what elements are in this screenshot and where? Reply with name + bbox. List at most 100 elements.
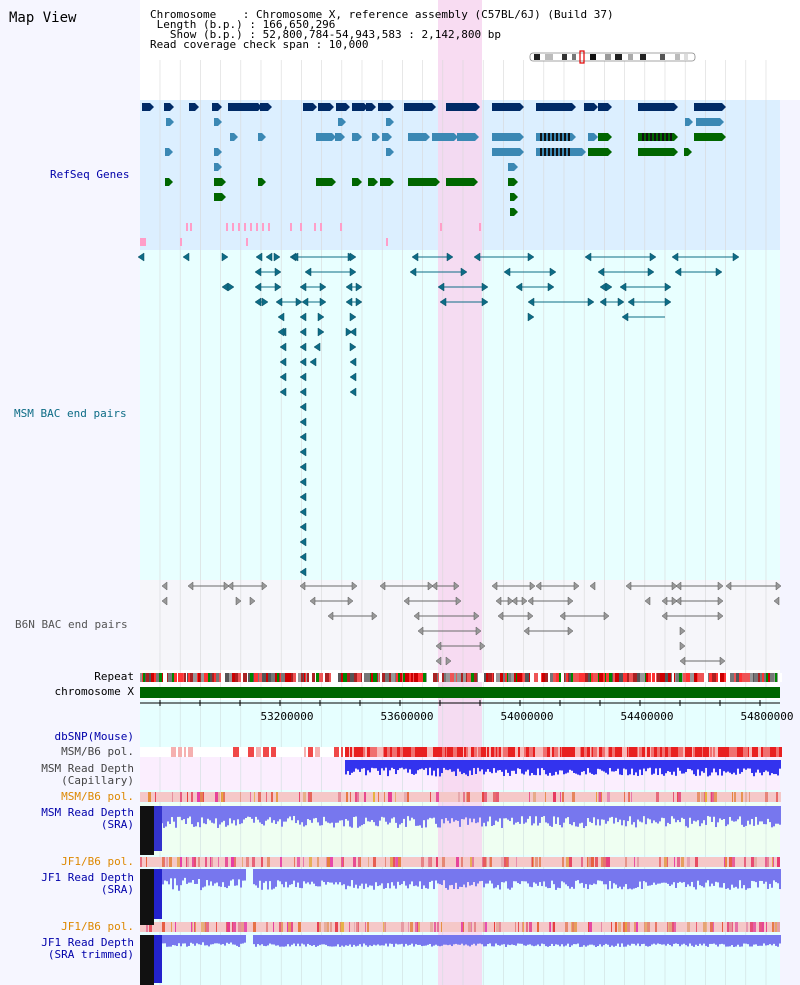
read-depth-bar — [591, 935, 593, 945]
polymorphism-block — [439, 857, 442, 867]
polymorphism-block — [380, 922, 383, 932]
polymorphism-block — [509, 922, 510, 932]
repeat-block — [558, 673, 559, 682]
polymorphism-block — [369, 857, 371, 867]
read-depth-bar — [479, 935, 481, 944]
polymorphism-block — [471, 747, 474, 757]
repeat-block — [371, 673, 373, 682]
polymorphism-block — [383, 747, 384, 757]
polymorphism-block — [273, 922, 274, 932]
polymorphism-block — [305, 922, 308, 932]
read-depth-bar — [507, 760, 509, 773]
polymorphism-block — [548, 792, 551, 802]
read-depth-bar — [503, 869, 505, 883]
read-depth-bar — [485, 806, 487, 827]
track-label-jf1-b6-pol[interactable]: JF1/B6 pol. — [61, 855, 134, 868]
polymorphism-block — [284, 922, 287, 932]
read-depth-bar — [653, 806, 655, 821]
polymorphism-block — [184, 747, 186, 757]
track-label-msm-b6-pol[interactable]: MSM/B6 pol. — [61, 745, 134, 758]
polymorphism-block — [367, 747, 368, 757]
read-depth-bar — [236, 935, 238, 946]
read-depth-bar — [673, 935, 675, 944]
bac-end-marker — [349, 327, 357, 337]
read-depth-bar — [753, 935, 755, 945]
info-line: Read coverage check span : 10,000 — [150, 38, 369, 51]
polymorphism-block — [360, 922, 361, 932]
read-depth-bar — [677, 806, 679, 821]
repeat-block — [145, 673, 146, 682]
read-depth-bar — [699, 869, 701, 886]
track-label-b6n-bac[interactable]: B6N BAC end pairs — [15, 618, 128, 631]
read-depth-bar — [543, 869, 545, 882]
read-depth-bar — [299, 806, 301, 825]
read-depth-bar — [239, 806, 241, 825]
polymorphism-block — [513, 922, 515, 932]
polymorphism-block — [474, 857, 477, 867]
read-depth-bar — [715, 760, 717, 773]
track-label-jf1-depth-sra[interactable]: JF1 Read Depth (SRA) — [41, 871, 134, 896]
track-label-msm-depth-capillary[interactable]: MSM Read Depth (Capillary) — [41, 762, 134, 787]
repeat-block — [159, 673, 162, 682]
read-depth-bar — [477, 760, 479, 768]
polymorphism-block — [509, 747, 512, 757]
read-depth-bar — [769, 869, 771, 884]
polymorphism-block — [335, 857, 338, 867]
polymorphism-block — [671, 747, 672, 757]
polymorphism-block — [628, 792, 629, 802]
read-depth-bar — [190, 935, 192, 943]
polymorphism-block — [319, 792, 321, 802]
repeat-block — [676, 673, 679, 682]
read-depth-bar — [267, 935, 269, 946]
read-depth-bar — [419, 760, 421, 770]
polymorphism-block — [386, 922, 387, 932]
read-depth-bar — [301, 935, 303, 944]
read-depth-bar — [441, 869, 443, 885]
b6n-bac-marker — [719, 656, 726, 666]
read-depth-bar — [703, 806, 705, 821]
read-depth-bar — [216, 869, 218, 883]
repeat-block — [200, 673, 201, 682]
read-depth-bar — [571, 806, 573, 826]
polymorphism-block — [301, 922, 302, 932]
polymorphism-block — [388, 857, 390, 867]
read-depth-bar — [475, 760, 477, 775]
highlight-region — [438, 0, 482, 985]
track-label-msm-b6-pol-2[interactable]: MSM/B6 pol. — [61, 790, 134, 803]
polymorphism-block — [310, 922, 312, 932]
polymorphism-block — [351, 792, 352, 802]
polymorphism-block — [240, 792, 241, 802]
repeat-block — [516, 673, 517, 682]
polymorphism-block — [466, 792, 467, 802]
track-label-jf1-b6-pol-2[interactable]: JF1/B6 pol. — [61, 920, 134, 933]
polymorphism-block — [478, 922, 480, 932]
read-depth-bar — [423, 760, 425, 770]
polymorphism-block — [447, 792, 449, 802]
repeat-block — [248, 673, 250, 682]
track-label-dbsnp[interactable]: dbSNP(Mouse) — [54, 730, 134, 743]
gene-feature — [588, 133, 594, 141]
polymorphism-block — [330, 857, 333, 867]
polymorphism-block — [520, 857, 521, 867]
track-label-refseq[interactable]: RefSeq Genes — [50, 168, 130, 181]
polymorphism-block — [518, 922, 519, 932]
page-title: Map View — [9, 10, 77, 26]
polymorphism-block — [422, 922, 425, 932]
polymorphism-block — [661, 857, 662, 867]
track-label-msm-bac[interactable]: MSM BAC end pairs — [14, 407, 127, 420]
b6n-bac-marker — [327, 611, 334, 621]
repeat-block — [214, 673, 216, 682]
read-depth-bar — [637, 935, 639, 944]
track-label-jf1-depth-trimmed[interactable]: JF1 Read Depth (SRA trimmed) — [41, 936, 134, 961]
read-depth-bar — [218, 935, 220, 944]
polymorphism-block — [452, 792, 453, 802]
read-depth-bar — [323, 869, 325, 883]
read-depth-bar — [162, 869, 164, 885]
read-depth-bar — [769, 760, 771, 776]
gene-arrow — [432, 103, 436, 111]
polymorphism-block — [611, 792, 614, 802]
repeat-block — [514, 673, 516, 682]
track-label-msm-depth-sra[interactable]: MSM Read Depth (SRA) — [41, 806, 134, 831]
repeat-block — [493, 673, 494, 682]
read-depth-bar — [573, 935, 575, 945]
